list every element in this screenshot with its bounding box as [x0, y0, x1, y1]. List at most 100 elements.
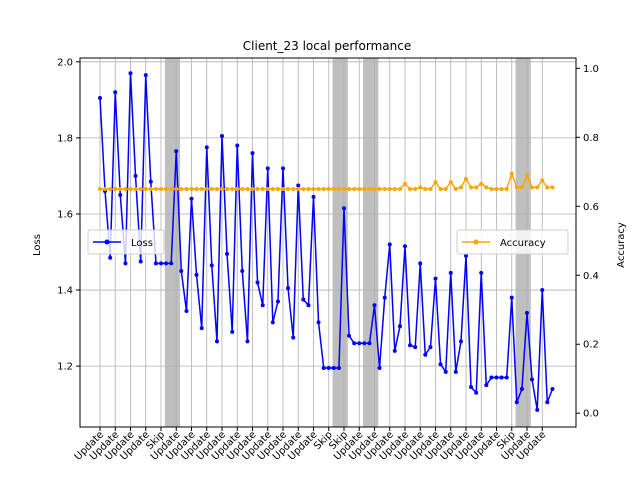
- data-point-loss: [362, 341, 367, 346]
- data-point-loss: [514, 400, 519, 405]
- data-point-loss: [286, 286, 291, 291]
- data-point-accuracy: [474, 185, 479, 190]
- data-point-accuracy: [519, 185, 524, 190]
- data-point-accuracy: [540, 178, 545, 183]
- data-point-loss: [270, 320, 275, 325]
- right-axis-ticks: 0.0 0.2 0.4 0.6 0.8 1.0: [576, 64, 599, 420]
- legend-accuracy-label: Accuracy: [500, 238, 546, 249]
- data-point-loss: [479, 270, 484, 275]
- data-point-accuracy: [123, 187, 128, 192]
- data-point-accuracy: [184, 187, 189, 192]
- y-tick-label-left: 1.6: [57, 209, 73, 220]
- left-axis-ticks: 1.2 1.4 1.6 1.8 2.0: [57, 57, 80, 373]
- data-point-loss: [453, 369, 458, 374]
- data-point-loss: [540, 288, 545, 293]
- data-point-loss: [413, 345, 418, 350]
- data-point-loss: [265, 166, 270, 171]
- data-point-accuracy: [443, 187, 448, 192]
- data-point-loss: [143, 73, 148, 78]
- data-point-accuracy: [499, 187, 504, 192]
- data-point-accuracy: [448, 180, 453, 185]
- data-point-accuracy: [301, 187, 306, 192]
- data-point-loss: [352, 341, 357, 346]
- y-axis-label-right: Accuracy: [616, 222, 627, 268]
- data-point-accuracy: [342, 187, 346, 192]
- data-point-loss: [464, 253, 468, 258]
- data-point-accuracy: [113, 187, 118, 192]
- data-point-accuracy: [204, 187, 209, 192]
- y-tick-label-right: 0.8: [583, 133, 599, 144]
- data-point-accuracy: [275, 187, 280, 192]
- data-point-accuracy: [362, 187, 367, 192]
- data-point-loss: [250, 151, 255, 156]
- data-point-loss: [357, 341, 362, 346]
- data-point-accuracy: [133, 187, 138, 192]
- data-point-accuracy: [164, 187, 169, 192]
- data-point-accuracy: [103, 187, 108, 192]
- data-point-loss: [113, 90, 118, 95]
- data-point-loss: [199, 326, 204, 331]
- data-point-loss: [133, 173, 138, 178]
- data-point-accuracy: [214, 187, 219, 192]
- data-point-accuracy: [286, 187, 291, 192]
- legend-accuracy: Accuracy: [456, 229, 569, 255]
- data-point-accuracy: [357, 187, 362, 192]
- data-point-accuracy: [179, 187, 184, 192]
- data-point-loss: [525, 310, 529, 315]
- data-point-loss: [392, 348, 397, 353]
- data-point-loss: [225, 251, 230, 256]
- data-point-loss: [509, 295, 514, 300]
- legend-loss-label: Loss: [131, 238, 153, 249]
- data-point-accuracy: [504, 187, 509, 192]
- y-axis-label-left: Loss: [32, 234, 43, 256]
- data-point-accuracy: [377, 187, 382, 192]
- data-point-accuracy: [245, 187, 250, 192]
- data-point-accuracy: [159, 187, 163, 192]
- legend-loss: Loss: [87, 229, 165, 255]
- data-point-loss: [98, 95, 102, 100]
- data-point-loss: [504, 375, 509, 380]
- data-point-loss: [377, 366, 382, 371]
- data-point-accuracy: [535, 185, 540, 190]
- data-point-loss: [169, 261, 174, 266]
- data-point-accuracy: [392, 187, 397, 192]
- data-point-accuracy: [306, 187, 311, 192]
- data-point-accuracy: [326, 187, 331, 192]
- data-point-loss: [123, 261, 128, 266]
- data-point-accuracy: [194, 187, 199, 192]
- data-point-loss: [153, 261, 158, 266]
- data-point-loss: [159, 261, 163, 266]
- data-point-accuracy: [331, 187, 336, 192]
- data-point-loss: [408, 343, 413, 348]
- data-point-loss: [469, 385, 474, 390]
- data-point-accuracy: [209, 187, 214, 192]
- data-point-loss: [438, 362, 443, 367]
- data-point-loss: [458, 339, 463, 344]
- data-point-accuracy: [296, 187, 301, 192]
- data-point-accuracy: [382, 187, 387, 192]
- data-point-accuracy: [509, 171, 514, 176]
- data-point-accuracy: [316, 187, 321, 192]
- data-point-loss: [230, 329, 235, 334]
- y-tick-label-right: 0.6: [583, 202, 599, 213]
- data-point-loss: [382, 295, 387, 300]
- data-point-loss: [204, 145, 209, 150]
- data-point-accuracy: [153, 187, 158, 192]
- data-point-accuracy: [403, 181, 407, 186]
- chart-title: Client_23 local performance: [243, 39, 411, 53]
- data-point-loss: [260, 303, 265, 308]
- data-point-accuracy: [250, 187, 255, 192]
- data-point-accuracy: [174, 187, 179, 192]
- series-line-loss: [99, 72, 554, 411]
- data-point-loss: [530, 377, 535, 382]
- data-point-loss: [291, 335, 296, 340]
- data-point-accuracy: [408, 187, 413, 192]
- data-point-loss: [148, 179, 153, 184]
- data-point-accuracy: [479, 181, 484, 186]
- y-tick-label-left: 1.2: [57, 362, 73, 373]
- data-point-loss: [443, 369, 448, 374]
- data-point-accuracy: [255, 187, 260, 192]
- data-point-accuracy: [514, 185, 519, 190]
- data-point-loss: [372, 303, 377, 308]
- data-point-accuracy: [469, 185, 474, 190]
